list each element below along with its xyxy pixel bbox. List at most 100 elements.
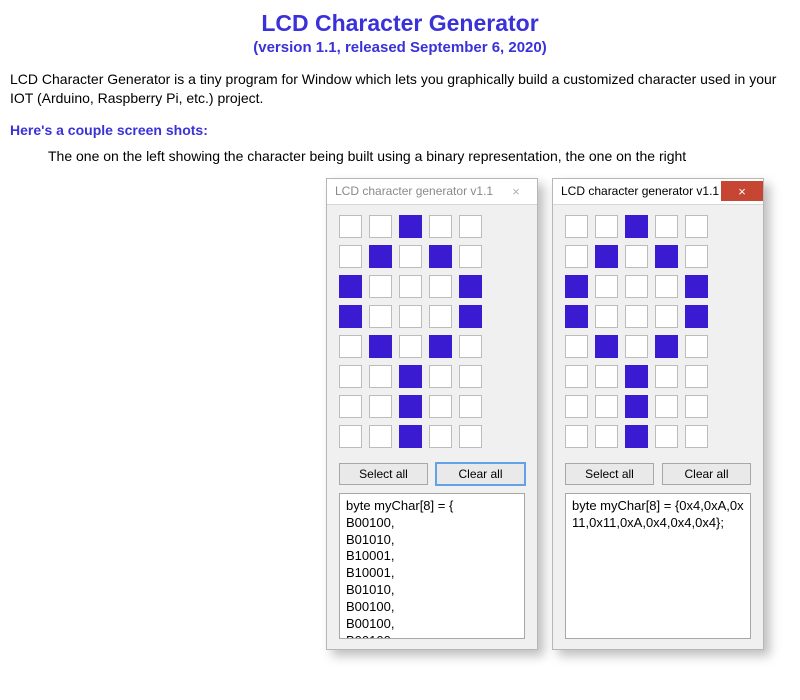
- pixel-cell[interactable]: [369, 305, 392, 328]
- pixel-cell[interactable]: [565, 425, 588, 448]
- pixel-cell[interactable]: [459, 395, 482, 418]
- pixel-cell[interactable]: [595, 365, 618, 388]
- grid-row: [339, 365, 525, 388]
- pixel-cell[interactable]: [429, 335, 452, 358]
- grid-row: [339, 305, 525, 328]
- screenshots-caption: The one on the left showing the characte…: [48, 148, 790, 164]
- pixel-cell[interactable]: [399, 335, 422, 358]
- pixel-cell[interactable]: [459, 245, 482, 268]
- clear-all-button[interactable]: Clear all: [436, 463, 525, 485]
- code-output[interactable]: byte myChar[8] = {0x4,0xA,0x11,0x11,0xA,…: [565, 493, 751, 639]
- pixel-cell[interactable]: [625, 365, 648, 388]
- pixel-cell[interactable]: [565, 245, 588, 268]
- pixel-cell[interactable]: [595, 215, 618, 238]
- pixel-cell[interactable]: [399, 305, 422, 328]
- select-all-button[interactable]: Select all: [565, 463, 654, 485]
- pixel-cell[interactable]: [399, 395, 422, 418]
- pixel-cell[interactable]: [339, 215, 362, 238]
- pixel-cell[interactable]: [339, 365, 362, 388]
- pixel-cell[interactable]: [369, 425, 392, 448]
- pixel-cell[interactable]: [625, 425, 648, 448]
- pixel-cell[interactable]: [685, 425, 708, 448]
- grid-row: [339, 215, 525, 238]
- pixel-cell[interactable]: [625, 245, 648, 268]
- pixel-cell[interactable]: [339, 395, 362, 418]
- pixel-cell[interactable]: [595, 305, 618, 328]
- pixel-cell[interactable]: [685, 215, 708, 238]
- pixel-cell[interactable]: [369, 245, 392, 268]
- pixel-cell[interactable]: [339, 305, 362, 328]
- pixel-cell[interactable]: [685, 305, 708, 328]
- close-icon[interactable]: ×: [495, 181, 537, 201]
- code-output[interactable]: byte myChar[8] = { B00100, B01010, B1000…: [339, 493, 525, 639]
- pixel-cell[interactable]: [625, 215, 648, 238]
- pixel-cell[interactable]: [369, 275, 392, 298]
- pixel-cell[interactable]: [685, 365, 708, 388]
- pixel-cell[interactable]: [429, 215, 452, 238]
- pixel-cell[interactable]: [565, 335, 588, 358]
- pixel-cell[interactable]: [369, 395, 392, 418]
- page-subtitle: (version 1.1, released September 6, 2020…: [10, 39, 790, 56]
- pixel-cell[interactable]: [399, 365, 422, 388]
- pixel-cell[interactable]: [595, 425, 618, 448]
- pixel-cell[interactable]: [399, 245, 422, 268]
- pixel-cell[interactable]: [685, 275, 708, 298]
- pixel-cell[interactable]: [369, 215, 392, 238]
- pixel-cell[interactable]: [625, 275, 648, 298]
- pixel-cell[interactable]: [459, 425, 482, 448]
- pixel-cell[interactable]: [595, 335, 618, 358]
- pixel-cell[interactable]: [565, 305, 588, 328]
- pixel-cell[interactable]: [459, 335, 482, 358]
- pixel-cell[interactable]: [429, 305, 452, 328]
- pixel-cell[interactable]: [685, 245, 708, 268]
- grid-row: [565, 335, 751, 358]
- pixel-cell[interactable]: [565, 395, 588, 418]
- pixel-cell[interactable]: [655, 275, 678, 298]
- pixel-cell[interactable]: [339, 425, 362, 448]
- pixel-cell[interactable]: [595, 395, 618, 418]
- pixel-cell[interactable]: [655, 335, 678, 358]
- pixel-cell[interactable]: [339, 245, 362, 268]
- pixel-cell[interactable]: [685, 335, 708, 358]
- pixel-cell[interactable]: [625, 305, 648, 328]
- pixel-cell[interactable]: [459, 305, 482, 328]
- pixel-cell[interactable]: [595, 275, 618, 298]
- close-icon[interactable]: ×: [721, 181, 763, 201]
- pixel-cell[interactable]: [399, 425, 422, 448]
- pixel-cell[interactable]: [655, 425, 678, 448]
- grid-row: [339, 395, 525, 418]
- pixel-cell[interactable]: [429, 245, 452, 268]
- pixel-cell[interactable]: [625, 395, 648, 418]
- pixel-cell[interactable]: [339, 335, 362, 358]
- titlebar[interactable]: LCD character generator v1.1 ×: [553, 179, 763, 205]
- grid-row: [339, 275, 525, 298]
- intro-paragraph: LCD Character Generator is a tiny progra…: [10, 70, 790, 108]
- pixel-cell[interactable]: [369, 365, 392, 388]
- pixel-cell[interactable]: [429, 365, 452, 388]
- pixel-cell[interactable]: [399, 215, 422, 238]
- button-row: Select all Clear all: [327, 461, 537, 493]
- pixel-cell[interactable]: [655, 395, 678, 418]
- pixel-cell[interactable]: [655, 365, 678, 388]
- pixel-cell[interactable]: [565, 215, 588, 238]
- pixel-cell[interactable]: [655, 215, 678, 238]
- pixel-cell[interactable]: [565, 275, 588, 298]
- clear-all-button[interactable]: Clear all: [662, 463, 751, 485]
- pixel-cell[interactable]: [399, 275, 422, 298]
- pixel-cell[interactable]: [429, 275, 452, 298]
- pixel-cell[interactable]: [655, 245, 678, 268]
- pixel-cell[interactable]: [625, 335, 648, 358]
- pixel-cell[interactable]: [655, 305, 678, 328]
- select-all-button[interactable]: Select all: [339, 463, 428, 485]
- pixel-cell[interactable]: [565, 365, 588, 388]
- pixel-cell[interactable]: [459, 215, 482, 238]
- pixel-cell[interactable]: [429, 395, 452, 418]
- pixel-cell[interactable]: [595, 245, 618, 268]
- pixel-cell[interactable]: [339, 275, 362, 298]
- pixel-cell[interactable]: [369, 335, 392, 358]
- pixel-cell[interactable]: [429, 425, 452, 448]
- pixel-cell[interactable]: [459, 275, 482, 298]
- titlebar[interactable]: LCD character generator v1.1 ×: [327, 179, 537, 205]
- pixel-cell[interactable]: [685, 395, 708, 418]
- pixel-cell[interactable]: [459, 365, 482, 388]
